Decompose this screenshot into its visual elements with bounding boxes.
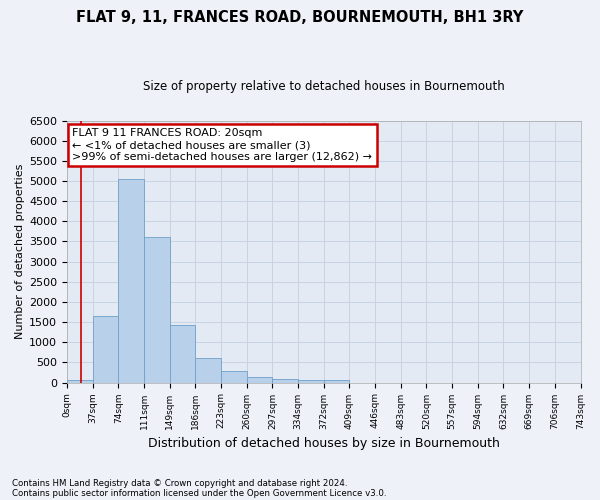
Bar [67, 380, 92, 382]
Bar [247, 377, 272, 382]
Title: Size of property relative to detached houses in Bournemouth: Size of property relative to detached ho… [143, 80, 505, 93]
Bar [170, 326, 196, 382]
Bar [298, 380, 324, 382]
Bar [144, 238, 170, 382]
Bar [221, 370, 247, 382]
Bar [272, 378, 298, 382]
Text: Contains HM Land Registry data © Crown copyright and database right 2024.: Contains HM Land Registry data © Crown c… [12, 478, 347, 488]
Text: FLAT 9, 11, FRANCES ROAD, BOURNEMOUTH, BH1 3RY: FLAT 9, 11, FRANCES ROAD, BOURNEMOUTH, B… [76, 10, 524, 25]
Bar [92, 316, 118, 382]
Text: Contains public sector information licensed under the Open Government Licence v3: Contains public sector information licen… [12, 488, 386, 498]
Bar [118, 178, 144, 382]
Bar [324, 380, 349, 382]
Text: FLAT 9 11 FRANCES ROAD: 20sqm
← <1% of detached houses are smaller (3)
>99% of s: FLAT 9 11 FRANCES ROAD: 20sqm ← <1% of d… [72, 128, 372, 162]
X-axis label: Distribution of detached houses by size in Bournemouth: Distribution of detached houses by size … [148, 437, 500, 450]
Bar [196, 358, 221, 382]
Y-axis label: Number of detached properties: Number of detached properties [15, 164, 25, 339]
